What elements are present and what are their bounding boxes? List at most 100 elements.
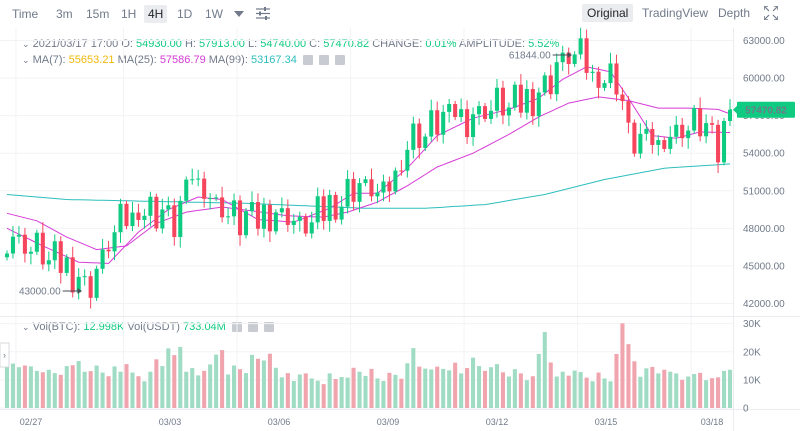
ma-settings-icon[interactable]	[318, 55, 329, 66]
candle-body	[411, 123, 416, 150]
last-price-tag	[737, 101, 795, 118]
candle-body	[130, 212, 135, 227]
candle-body	[447, 104, 452, 112]
candle-body	[584, 38, 589, 73]
ma-collapse-chevron-icon[interactable]: ⌄	[22, 55, 30, 65]
candle-body	[273, 212, 278, 232]
volume-bar	[698, 372, 703, 408]
volume-bar	[4, 365, 10, 408]
candle-body	[399, 170, 404, 172]
volume-bar	[710, 378, 715, 408]
candle-body	[704, 123, 709, 137]
volume-bar	[668, 371, 673, 408]
volume-bar	[339, 377, 344, 408]
ma7-value: 55653.21	[68, 54, 115, 66]
price-tick-label: 45000.00	[743, 261, 785, 272]
volume-bar	[243, 373, 249, 408]
view-original[interactable]: Original	[582, 4, 634, 22]
volume-bar	[482, 370, 488, 408]
volume-tick-label: 10K	[743, 375, 761, 386]
candle-body	[596, 71, 601, 88]
candles	[4, 27, 733, 309]
volume-bar	[572, 370, 577, 408]
candle-body	[698, 108, 703, 137]
volume-bar	[261, 360, 266, 408]
interval-1w[interactable]: 1W	[205, 7, 223, 21]
interval-time[interactable]: Time	[12, 7, 39, 21]
volume-bar	[620, 323, 625, 408]
price-tick-label: 42000.00	[743, 299, 785, 310]
volume-bar	[291, 381, 296, 408]
last-price-tag-pointer	[733, 105, 737, 114]
volume-bar	[692, 373, 697, 408]
volume-bar	[363, 375, 368, 408]
interval-1d[interactable]: 1D	[177, 7, 193, 21]
view-depth[interactable]: Depth	[718, 6, 751, 20]
volume-bar	[273, 367, 278, 408]
candle-body	[393, 170, 398, 192]
candle-body	[345, 178, 350, 207]
volume-bar	[441, 368, 446, 408]
volume-bar	[196, 375, 201, 408]
fullscreen-icon[interactable]	[764, 6, 778, 20]
view-tradingview[interactable]: TradingView	[642, 6, 709, 20]
candle-body	[70, 257, 75, 293]
volume-bar	[226, 374, 231, 408]
candle-body	[722, 120, 727, 163]
candle-body	[154, 196, 159, 229]
volume-bar	[471, 357, 476, 408]
date-tick-label: 03/03	[159, 417, 182, 427]
interval-3m[interactable]: 3m	[56, 7, 73, 21]
volume-tick-label: 30K	[743, 319, 761, 330]
candle-body	[518, 84, 523, 113]
volume-bar	[214, 354, 219, 408]
volume-bar	[465, 368, 470, 408]
price-tick-label: 48000.00	[743, 224, 785, 235]
candle-body	[465, 109, 470, 138]
volume-bar	[602, 378, 607, 408]
high-marker-arrow	[567, 51, 572, 58]
volume-bar	[614, 354, 619, 408]
volume-bar	[429, 369, 434, 408]
candle-body	[644, 128, 649, 134]
volume-bar	[411, 348, 416, 408]
candle-body	[351, 178, 356, 202]
candle-body	[184, 179, 189, 201]
candle-body	[166, 205, 171, 210]
ma7-label: MA(7):	[32, 54, 66, 66]
collapse-chevron-icon[interactable]: ⌄	[22, 39, 30, 49]
ma-close-icon[interactable]	[335, 55, 346, 66]
ma99-value: 53167.34	[250, 54, 297, 66]
settings-sliders-icon[interactable]	[256, 7, 270, 20]
candle-body	[429, 110, 434, 137]
candle-body	[52, 241, 57, 261]
volume-bar	[662, 369, 667, 408]
volume-bar	[279, 377, 284, 408]
volume-bar	[459, 373, 464, 408]
volume-bar	[315, 380, 320, 408]
ma25-line	[6, 96, 731, 251]
interval-15m[interactable]: 15m	[86, 7, 110, 21]
vol-settings-icon[interactable]	[247, 322, 258, 333]
volume-bar	[387, 372, 392, 408]
volume-bar	[632, 361, 637, 408]
interval-1h[interactable]: 1H	[121, 7, 137, 21]
vol-collapse-chevron-icon[interactable]: ⌄	[22, 322, 30, 332]
volume-bar	[375, 378, 380, 408]
candle-body	[106, 249, 111, 252]
candle-body	[716, 124, 721, 163]
volume-bar	[255, 358, 260, 408]
volume-bar	[16, 367, 21, 408]
ma-visibility-eye-icon[interactable]	[302, 55, 313, 66]
candle-body	[566, 52, 571, 64]
chevron-down-icon[interactable]	[234, 10, 244, 18]
candle-body	[112, 232, 117, 252]
vol-close-icon[interactable]	[264, 322, 275, 333]
volume-bar	[423, 368, 428, 408]
volume-bar	[321, 384, 326, 408]
interval-4h[interactable]: 4H	[144, 5, 168, 23]
volume-bar	[704, 380, 709, 408]
volume-bar	[10, 363, 15, 408]
volume-bar	[351, 367, 356, 408]
